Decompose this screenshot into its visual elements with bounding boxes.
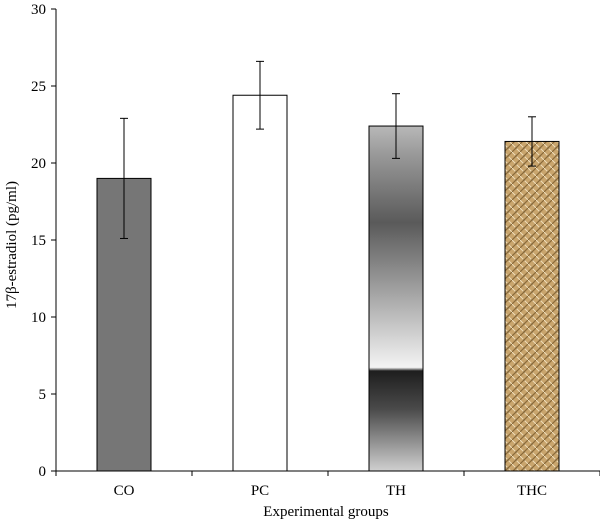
y-tick-label: 0: [39, 464, 47, 480]
y-tick-label: 10: [31, 310, 46, 326]
bars-layer: [96, 94, 560, 472]
x-ticks: CO PC TH THC: [55, 471, 600, 499]
error-bars-layer: [120, 60, 536, 239]
error-bar-thc: [528, 116, 536, 167]
x-tick-label-th: TH: [386, 483, 406, 499]
y-tick-label: 20: [31, 156, 46, 172]
y-tick-label: 15: [31, 233, 46, 249]
x-tick-label-pc: PC: [251, 483, 269, 499]
y-tick-label: 30: [31, 2, 46, 18]
x-tick-label-thc: THC: [517, 483, 547, 499]
error-bar-co: [120, 117, 128, 239]
error-bar-th: [392, 93, 400, 159]
bar-pc: [232, 94, 288, 472]
x-axis-label: Experimental groups: [263, 504, 389, 520]
bar-th: [368, 125, 424, 472]
y-axis-label: 17β-estradiol (pg/ml): [4, 181, 20, 309]
bar-thc: [504, 140, 560, 472]
error-bar-pc: [256, 60, 264, 130]
y-ticks: 0 5 10 15 20 25 30: [31, 2, 56, 480]
y-tick-label: 25: [31, 79, 46, 95]
y-tick-label: 5: [39, 387, 47, 403]
x-tick-label-co: CO: [114, 483, 135, 499]
